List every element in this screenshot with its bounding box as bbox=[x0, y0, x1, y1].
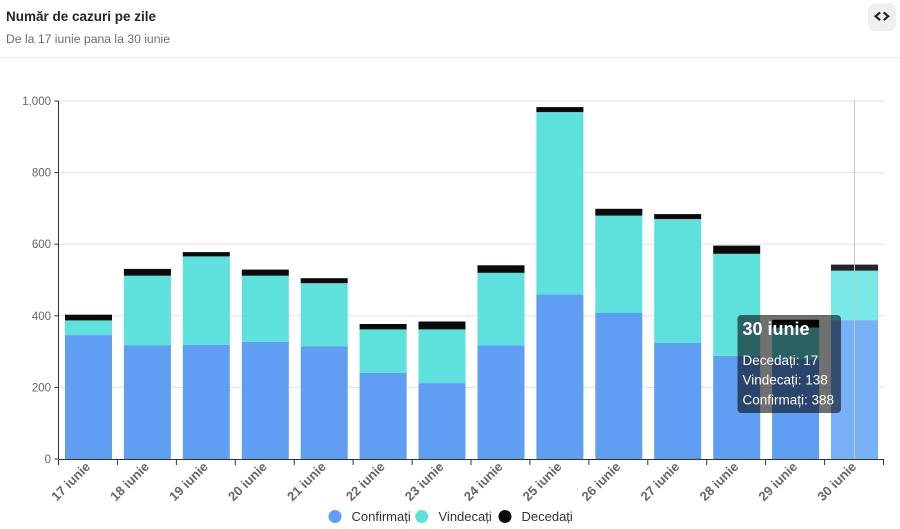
svg-text:Decedați: Decedați bbox=[522, 509, 573, 524]
svg-text:Decedați: 17: Decedați: 17 bbox=[743, 353, 819, 368]
svg-text:Confirmați: Confirmați bbox=[352, 509, 411, 524]
svg-text:600: 600 bbox=[32, 239, 51, 251]
svg-text:21 iunie: 21 iunie bbox=[284, 459, 329, 504]
svg-text:29 iunie: 29 iunie bbox=[755, 459, 800, 504]
svg-text:0: 0 bbox=[45, 454, 51, 466]
svg-text:30 iunie: 30 iunie bbox=[814, 459, 859, 504]
svg-text:22 iunie: 22 iunie bbox=[343, 459, 388, 504]
svg-text:17 iunie: 17 iunie bbox=[48, 459, 93, 504]
svg-text:Vindecați: Vindecați bbox=[439, 509, 492, 524]
svg-text:23 iunie: 23 iunie bbox=[402, 459, 447, 504]
svg-text:25 iunie: 25 iunie bbox=[520, 459, 565, 504]
svg-text:1,000: 1,000 bbox=[22, 96, 51, 108]
svg-text:26 iunie: 26 iunie bbox=[579, 459, 624, 504]
svg-text:28 iunie: 28 iunie bbox=[696, 459, 741, 504]
svg-text:19 iunie: 19 iunie bbox=[166, 459, 211, 504]
svg-text:18 iunie: 18 iunie bbox=[107, 459, 152, 504]
svg-text:20 iunie: 20 iunie bbox=[225, 459, 270, 504]
svg-text:Vindecați: 138: Vindecați: 138 bbox=[743, 373, 828, 388]
svg-text:27 iunie: 27 iunie bbox=[637, 459, 682, 504]
svg-text:200: 200 bbox=[32, 382, 51, 394]
svg-text:800: 800 bbox=[32, 168, 51, 180]
svg-text:30 iunie: 30 iunie bbox=[743, 319, 810, 339]
svg-text:24 iunie: 24 iunie bbox=[461, 459, 506, 504]
svg-text:Confirmați: 388: Confirmați: 388 bbox=[743, 393, 835, 408]
svg-text:400: 400 bbox=[32, 311, 51, 323]
